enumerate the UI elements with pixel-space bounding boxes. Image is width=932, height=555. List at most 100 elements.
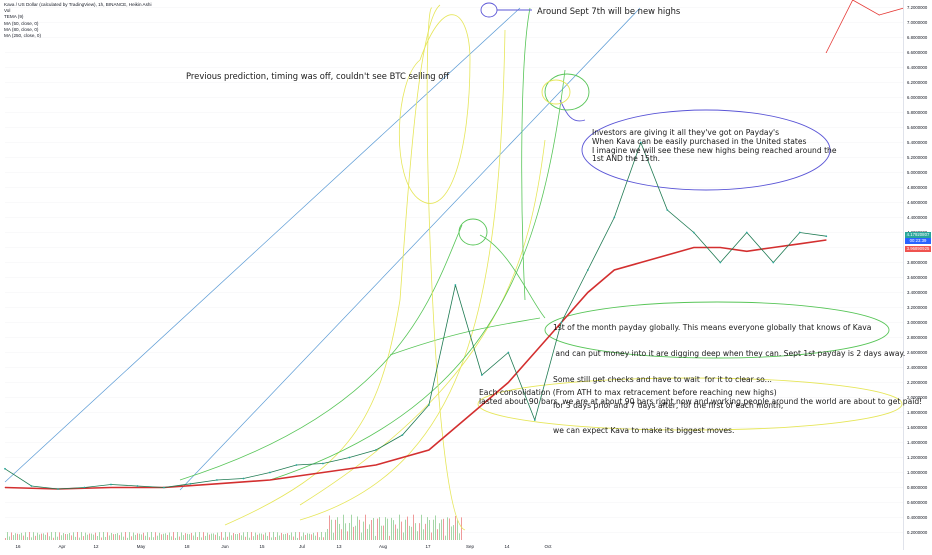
volume-bar [449,518,450,540]
legend-ma3[interactable]: MA (250, close, 0) [4,33,152,39]
note-line: 1st of the month payday globally. This m… [553,324,905,333]
volume-bar [157,536,158,540]
note-payday[interactable]: Investors are giving it all they've got … [592,129,837,164]
note-line: 1st AND the 15th. [592,155,837,164]
volume-bar [17,534,18,540]
volume-bar [299,532,300,540]
price-point [454,284,456,286]
blue-circle[interactable] [481,3,497,17]
volume-bar [369,524,370,540]
volume-bar [245,537,246,540]
volume-bar [27,537,28,540]
green-highlight[interactable] [545,74,589,110]
price-point [84,487,86,489]
x-tick-label: 14 [504,544,510,549]
volume-bar [201,537,202,540]
volume-bar [151,532,152,540]
note-previous-prediction[interactable]: Previous prediction, timing was off, cou… [186,71,449,81]
volume-bar [95,533,96,540]
volume-bar [277,532,278,540]
volume-bar [167,535,168,540]
note-consolidation[interactable]: Each consolidation (From ATH to max retr… [479,388,922,406]
x-tick-label: Oct [544,544,552,549]
volume-bar [281,533,282,540]
volume-bar [221,532,222,540]
green-curve[interactable] [390,318,540,355]
x-tick-label: Aug [379,544,388,549]
y-tick-label: 3.0000000 [907,320,928,325]
x-tick-label: 18 [184,544,190,549]
green-curve[interactable] [522,8,530,300]
highlight-ellipse[interactable] [427,8,465,530]
y-tick-label: 0.4000000 [907,515,928,520]
volume-bar [85,533,86,540]
volume-bar [217,533,218,540]
note-line: Each consolidation (From ATH to max retr… [479,388,922,397]
green-highlight[interactable] [459,219,487,245]
volume-bar [105,537,106,540]
volume-bar [301,536,302,540]
volume-bar [321,532,322,540]
volume-bar [209,535,210,540]
price-point [296,464,298,466]
y-tick-label: 4.6000000 [907,200,928,205]
volume-bar [291,532,292,540]
x-tick-label: 13 [336,544,342,549]
y-tick-label: 2.8000000 [907,335,928,340]
volume-bar [373,518,374,540]
note-sept7[interactable]: Around Sept 7th will be new highs [537,6,680,16]
yellow-highlight[interactable] [542,80,570,104]
volume-bar [123,537,124,540]
volume-bar [259,533,260,540]
volume-bar [423,529,424,540]
price-point [269,472,271,474]
ma-point [640,262,641,263]
note-first-of-month[interactable]: 1st of the month payday globally. This m… [553,307,905,453]
volume-bar [371,520,372,540]
ma-point [826,240,827,241]
volume-bar [419,523,420,540]
volume-bar [441,520,442,540]
volume-bar [385,517,386,540]
volume-bar [447,517,448,540]
legend-symbol[interactable]: Kava / US Dollar (calculated by TradingV… [4,2,152,8]
volume-bar [267,536,268,540]
volume-bar [79,538,80,540]
volume-bar [211,534,212,540]
volume-bar [271,537,272,540]
price-point [348,457,350,459]
yellow-curve[interactable] [300,30,505,520]
y-tick-label: 2.4000000 [907,365,928,370]
volume-bar [359,520,360,540]
volume-bar [375,536,376,540]
ma-point [323,472,324,473]
yellow-curve[interactable] [225,5,440,525]
volume-bar [351,515,352,540]
volume-bar [29,532,30,540]
volume-bar [413,515,414,540]
ma-point [270,480,271,481]
x-tick-label: 15 [259,544,265,549]
price-point [825,235,827,237]
price-point [799,232,801,234]
volume-bar [263,535,264,540]
volume-bar [353,527,354,540]
ma-point [375,465,376,466]
volume-bar [425,524,426,540]
volume-bar [175,538,176,540]
blue-connector[interactable] [560,100,585,121]
volume-bar [213,533,214,540]
volume-bar [121,532,122,540]
volume-bar [57,537,58,540]
volume-bar [327,529,328,540]
volume-bar [149,537,150,540]
volume-bar [393,520,394,540]
volume-bar [139,534,140,540]
volume-bar [273,532,274,540]
ma-point [5,487,6,488]
volume-bar [253,536,254,540]
volume-bar [23,536,24,540]
volume-bar [185,533,186,540]
